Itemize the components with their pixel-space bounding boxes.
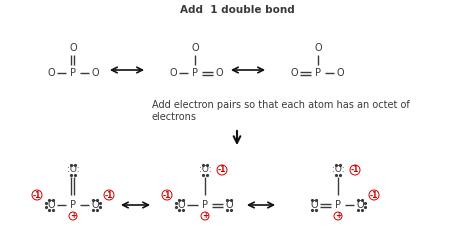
Text: -1: -1: [218, 165, 226, 175]
Text: :O:: :O:: [67, 165, 79, 175]
Text: O: O: [290, 68, 298, 78]
Text: +: +: [70, 212, 76, 220]
Text: +: +: [202, 212, 208, 220]
Text: -1: -1: [370, 190, 378, 199]
Text: O: O: [314, 43, 322, 53]
Text: O: O: [69, 43, 77, 53]
Text: :O:: :O:: [199, 165, 211, 175]
Text: P: P: [70, 200, 76, 210]
Text: O: O: [225, 200, 233, 210]
Text: :O:: :O:: [332, 165, 344, 175]
Text: O: O: [91, 200, 99, 210]
Text: -1: -1: [163, 190, 171, 199]
Text: O: O: [191, 43, 199, 53]
Text: -1: -1: [105, 190, 113, 199]
Text: P: P: [70, 68, 76, 78]
Text: O: O: [47, 200, 55, 210]
Text: -1: -1: [33, 190, 41, 199]
Text: O: O: [177, 200, 185, 210]
Text: P: P: [192, 68, 198, 78]
Text: O: O: [310, 200, 318, 210]
Text: O: O: [91, 68, 99, 78]
Text: P: P: [202, 200, 208, 210]
Text: Add electron pairs so that each atom has an octet of
electrons: Add electron pairs so that each atom has…: [152, 100, 410, 122]
Text: O: O: [215, 68, 223, 78]
Text: O: O: [356, 200, 364, 210]
Text: -1: -1: [351, 165, 359, 175]
Text: O: O: [169, 68, 177, 78]
Text: O: O: [336, 68, 344, 78]
Text: P: P: [315, 68, 321, 78]
Text: Add  1 double bond: Add 1 double bond: [180, 5, 294, 15]
Text: O: O: [47, 68, 55, 78]
Text: +: +: [335, 212, 341, 220]
Text: P: P: [335, 200, 341, 210]
